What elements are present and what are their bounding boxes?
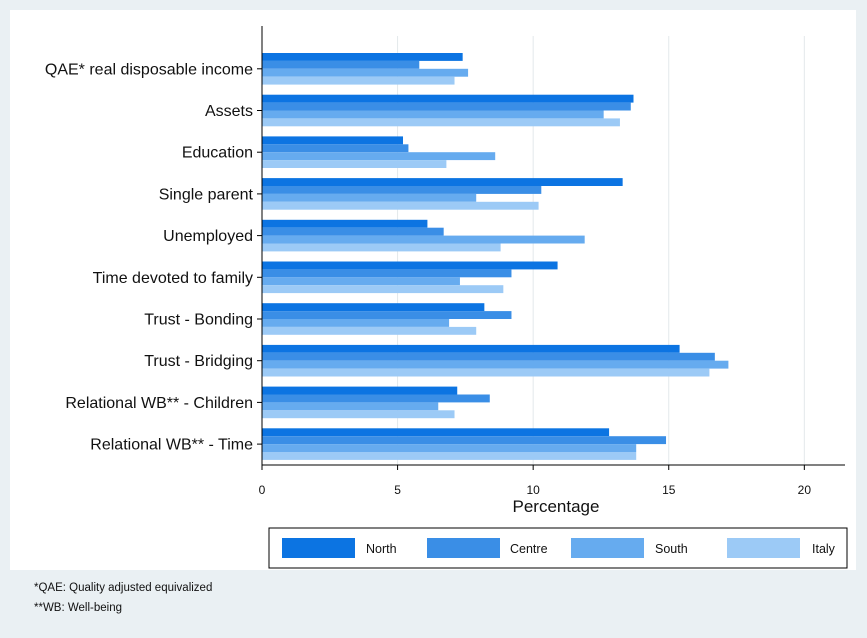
- bar-centre-7: [262, 352, 715, 361]
- bar-south-3: [262, 193, 477, 202]
- bar-italy-6: [262, 326, 477, 335]
- bar-italy-2: [262, 160, 447, 168]
- bar-centre-6: [262, 311, 512, 319]
- bar-south-6: [262, 319, 450, 327]
- bar-north-5: [262, 261, 558, 270]
- x-tick-label-3: 15: [662, 483, 676, 497]
- category-label-1: Assets: [205, 103, 253, 120]
- bar-south-8: [262, 402, 439, 411]
- x-axis-title: Percentage: [513, 497, 600, 516]
- bar-south-7: [262, 360, 729, 369]
- bar-italy-3: [262, 201, 539, 210]
- x-tick-label-2: 10: [526, 483, 540, 497]
- bar-north-3: [262, 178, 623, 186]
- legend-swatch-italy: [727, 538, 800, 558]
- bar-centre-3: [262, 186, 542, 194]
- bar-north-8: [262, 386, 458, 395]
- bar-italy-7: [262, 368, 710, 377]
- bar-italy-1: [262, 118, 620, 127]
- bar-north-4: [262, 219, 428, 228]
- category-label-0: QAE* real disposable income: [45, 61, 253, 78]
- bar-south-1: [262, 110, 604, 119]
- bar-south-5: [262, 277, 460, 286]
- x-tick-label-4: 20: [798, 483, 812, 497]
- bar-italy-0: [262, 76, 455, 85]
- category-label-2: Education: [182, 145, 253, 162]
- legend-swatch-centre: [427, 538, 500, 558]
- bar-italy-5: [262, 285, 504, 294]
- category-label-4: Unemployed: [163, 228, 253, 245]
- bar-north-7: [262, 344, 680, 353]
- bar-centre-5: [262, 269, 512, 278]
- category-label-7: Trust - Bridging: [144, 353, 253, 370]
- bar-north-0: [262, 53, 463, 61]
- bar-centre-4: [262, 227, 444, 236]
- bar-italy-8: [262, 410, 455, 419]
- legend-label-north: North: [366, 542, 397, 556]
- footnote-qae: *QAE: Quality adjusted equivalized: [34, 582, 213, 594]
- x-tick-label-0: 0: [259, 483, 266, 497]
- footnote-wb: **WB: Well-being: [34, 602, 122, 614]
- legend-label-centre: Centre: [510, 542, 548, 556]
- footnotes: *QAE: Quality adjusted equivalized **WB:…: [34, 578, 212, 618]
- category-label-3: Single parent: [159, 186, 254, 203]
- legend-swatch-south: [571, 538, 644, 558]
- bar-centre-9: [262, 436, 667, 445]
- bar-north-9: [262, 428, 610, 437]
- bar-south-4: [262, 235, 585, 244]
- bar-centre-0: [262, 60, 420, 69]
- category-label-9: Relational WB** - Time: [90, 437, 253, 454]
- category-label-8: Relational WB** - Children: [65, 395, 253, 412]
- bar-centre-1: [262, 102, 631, 111]
- category-label-6: Trust - Bonding: [144, 312, 253, 329]
- legend-label-italy: Italy: [812, 542, 836, 556]
- bar-south-0: [262, 68, 469, 77]
- bar-centre-2: [262, 144, 409, 153]
- bar-south-2: [262, 152, 496, 161]
- bar-north-6: [262, 303, 485, 312]
- legend-label-south: South: [655, 542, 688, 556]
- x-tick-label-1: 5: [394, 483, 401, 497]
- bar-north-2: [262, 136, 404, 145]
- bar-centre-8: [262, 394, 490, 403]
- bar-italy-4: [262, 243, 501, 252]
- category-label-5: Time devoted to family: [93, 270, 253, 287]
- bar-south-9: [262, 444, 637, 452]
- legend-swatch-north: [282, 538, 355, 558]
- bar-north-1: [262, 94, 634, 103]
- bar-italy-9: [262, 452, 637, 460]
